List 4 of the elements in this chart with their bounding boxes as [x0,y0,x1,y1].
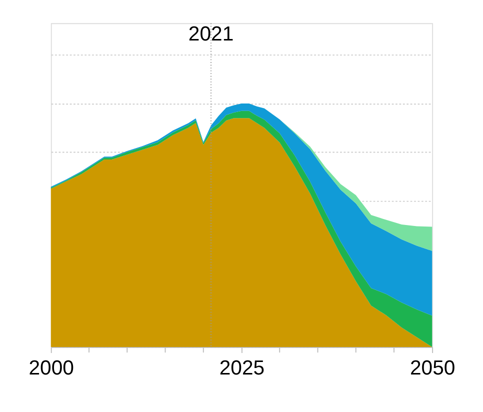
x-tick-label: 2000 [28,357,74,380]
x-tick-label: 2025 [219,357,265,380]
x-tick-label: 2050 [410,357,456,380]
ref-line-label: 2021 [188,24,234,46]
